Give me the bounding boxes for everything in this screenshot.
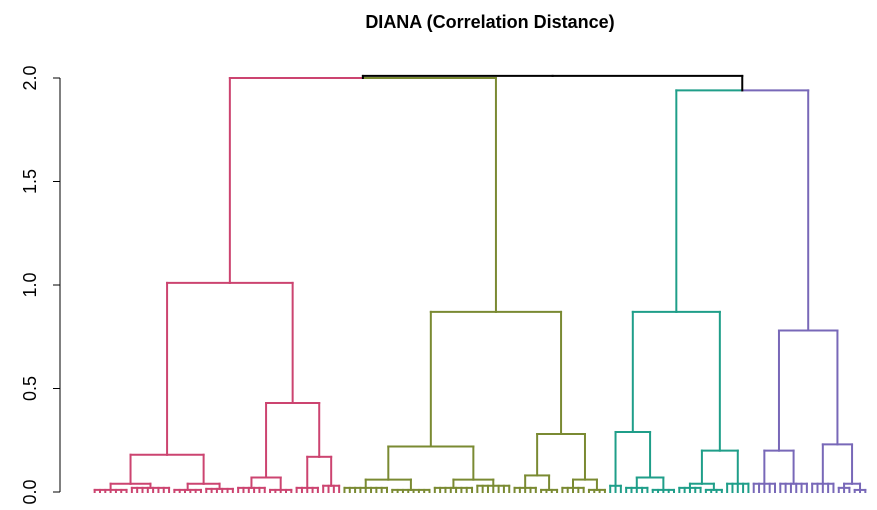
y-tick-label: 1.0 xyxy=(20,272,40,297)
y-tick-label: 1.5 xyxy=(20,169,40,194)
y-tick-label: 2.0 xyxy=(20,65,40,90)
y-tick-label: 0.5 xyxy=(20,376,40,401)
y-tick-label: 0.0 xyxy=(20,479,40,504)
chart-title: DIANA (Correlation Distance) xyxy=(365,12,614,32)
